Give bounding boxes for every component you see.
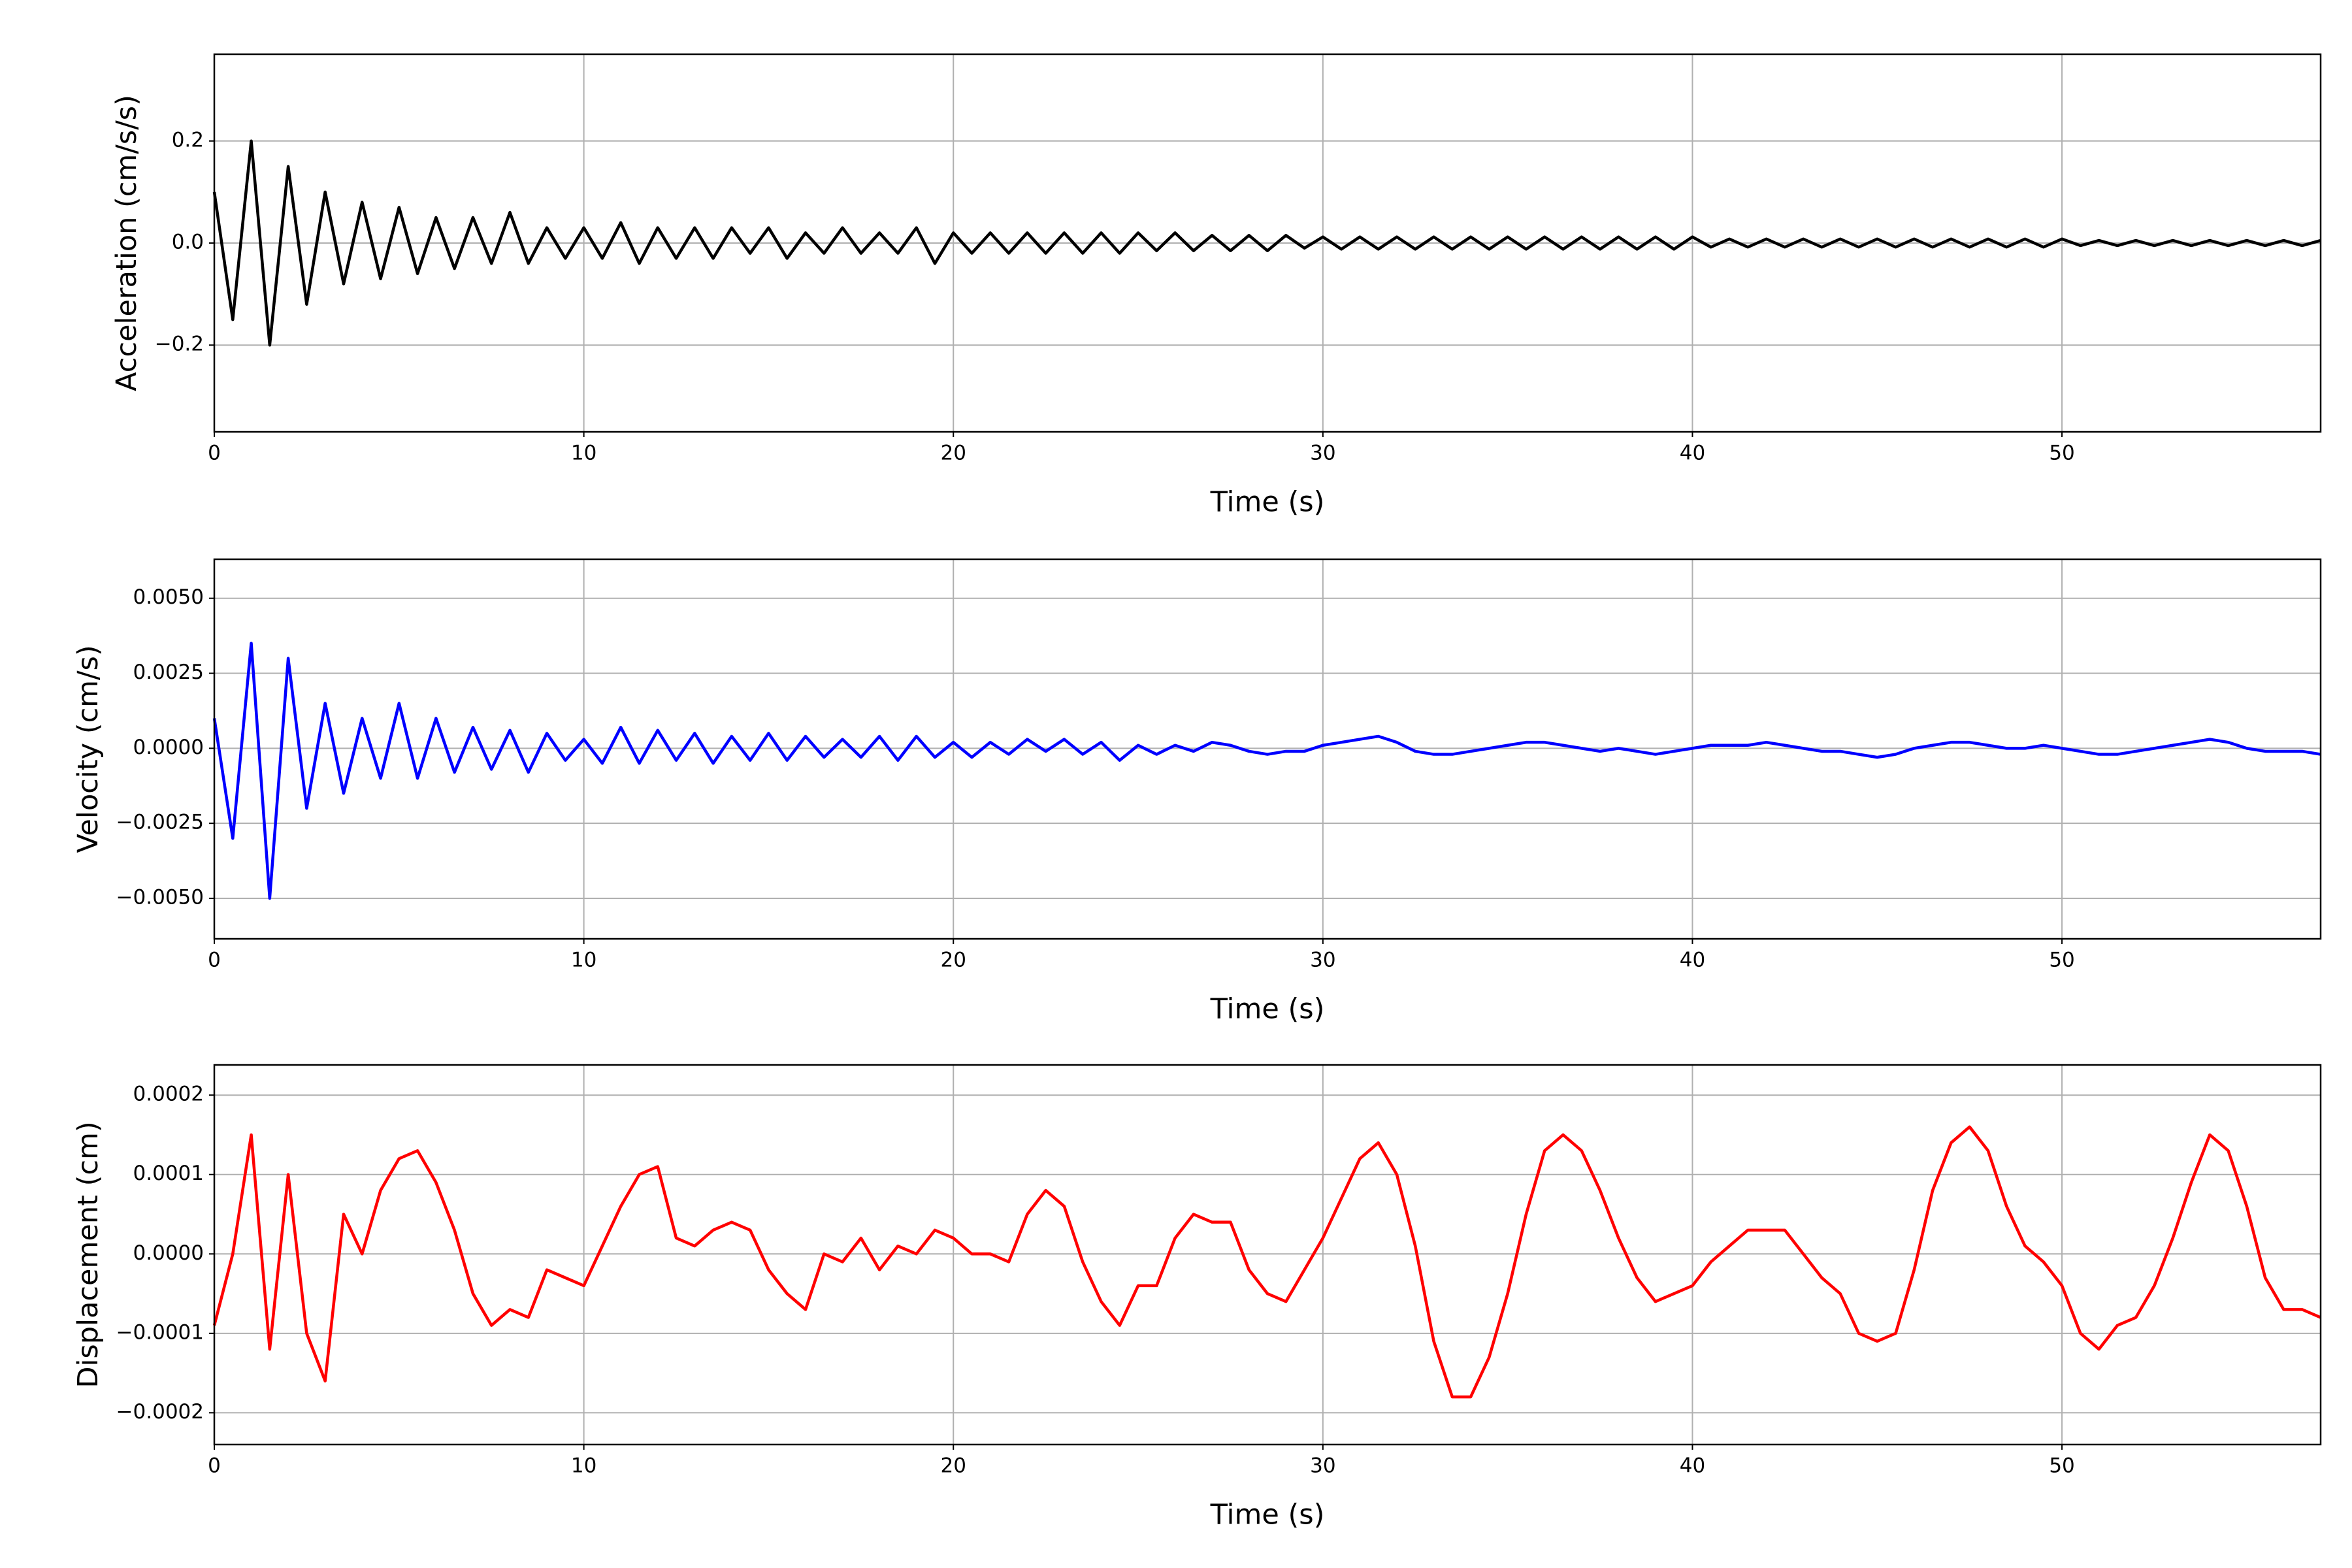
x-axis-label: Time (s): [1210, 1499, 1325, 1531]
y-tick-label: 0.0000: [133, 736, 204, 759]
x-tick-label: 10: [571, 442, 596, 465]
y-tick-label: −0.0001: [116, 1320, 204, 1344]
x-tick-label: 10: [571, 949, 596, 972]
x-tick-label: 0: [208, 1454, 221, 1478]
data-line: [212, 139, 2321, 347]
x-tick-label: 20: [941, 1454, 966, 1478]
y-tick-label: 0.0000: [133, 1241, 204, 1265]
axes-frame: [213, 1064, 2322, 1446]
y-axis-label: Displacement (cm): [72, 1121, 105, 1388]
y-axis-label: Acceleration (cm/s/s): [110, 95, 143, 391]
y-tick-label: 0.0001: [133, 1162, 204, 1185]
y-tick-label: −0.0050: [116, 885, 204, 909]
x-tick-label: 30: [1310, 949, 1335, 972]
x-tick-label: 40: [1680, 442, 1705, 465]
x-tick-label: 20: [941, 442, 966, 465]
y-tick-label: 0.2: [172, 128, 204, 152]
x-tick-label: 0: [208, 442, 221, 465]
y-tick-label: 0.0025: [133, 661, 204, 684]
x-axis-label: Time (s): [1210, 486, 1325, 519]
y-tick-label: 0.0: [172, 231, 204, 254]
axes-frame: [213, 53, 2322, 433]
x-axis-label: Time (s): [1210, 993, 1325, 1026]
y-tick-label: 0.0002: [133, 1083, 204, 1106]
data-line: [212, 1125, 2321, 1399]
x-tick-label: 50: [2049, 1454, 2074, 1478]
axes-frame: [213, 558, 2322, 940]
y-tick-label: −0.0002: [116, 1400, 204, 1424]
x-tick-label: 50: [2049, 949, 2074, 972]
x-tick-label: 40: [1680, 1454, 1705, 1478]
x-tick-label: 20: [941, 949, 966, 972]
x-tick-label: 30: [1310, 1454, 1335, 1478]
y-tick-label: −0.0025: [116, 811, 204, 834]
y-axis-label: Velocity (cm/s): [72, 645, 105, 853]
x-tick-label: 10: [571, 1454, 596, 1478]
x-tick-label: 0: [208, 949, 221, 972]
y-tick-label: 0.0050: [133, 585, 204, 609]
x-tick-label: 30: [1310, 442, 1335, 465]
y-tick-label: −0.2: [155, 333, 204, 356]
data-line: [212, 642, 2321, 900]
x-tick-label: 40: [1680, 949, 1705, 972]
x-tick-label: 50: [2049, 442, 2074, 465]
